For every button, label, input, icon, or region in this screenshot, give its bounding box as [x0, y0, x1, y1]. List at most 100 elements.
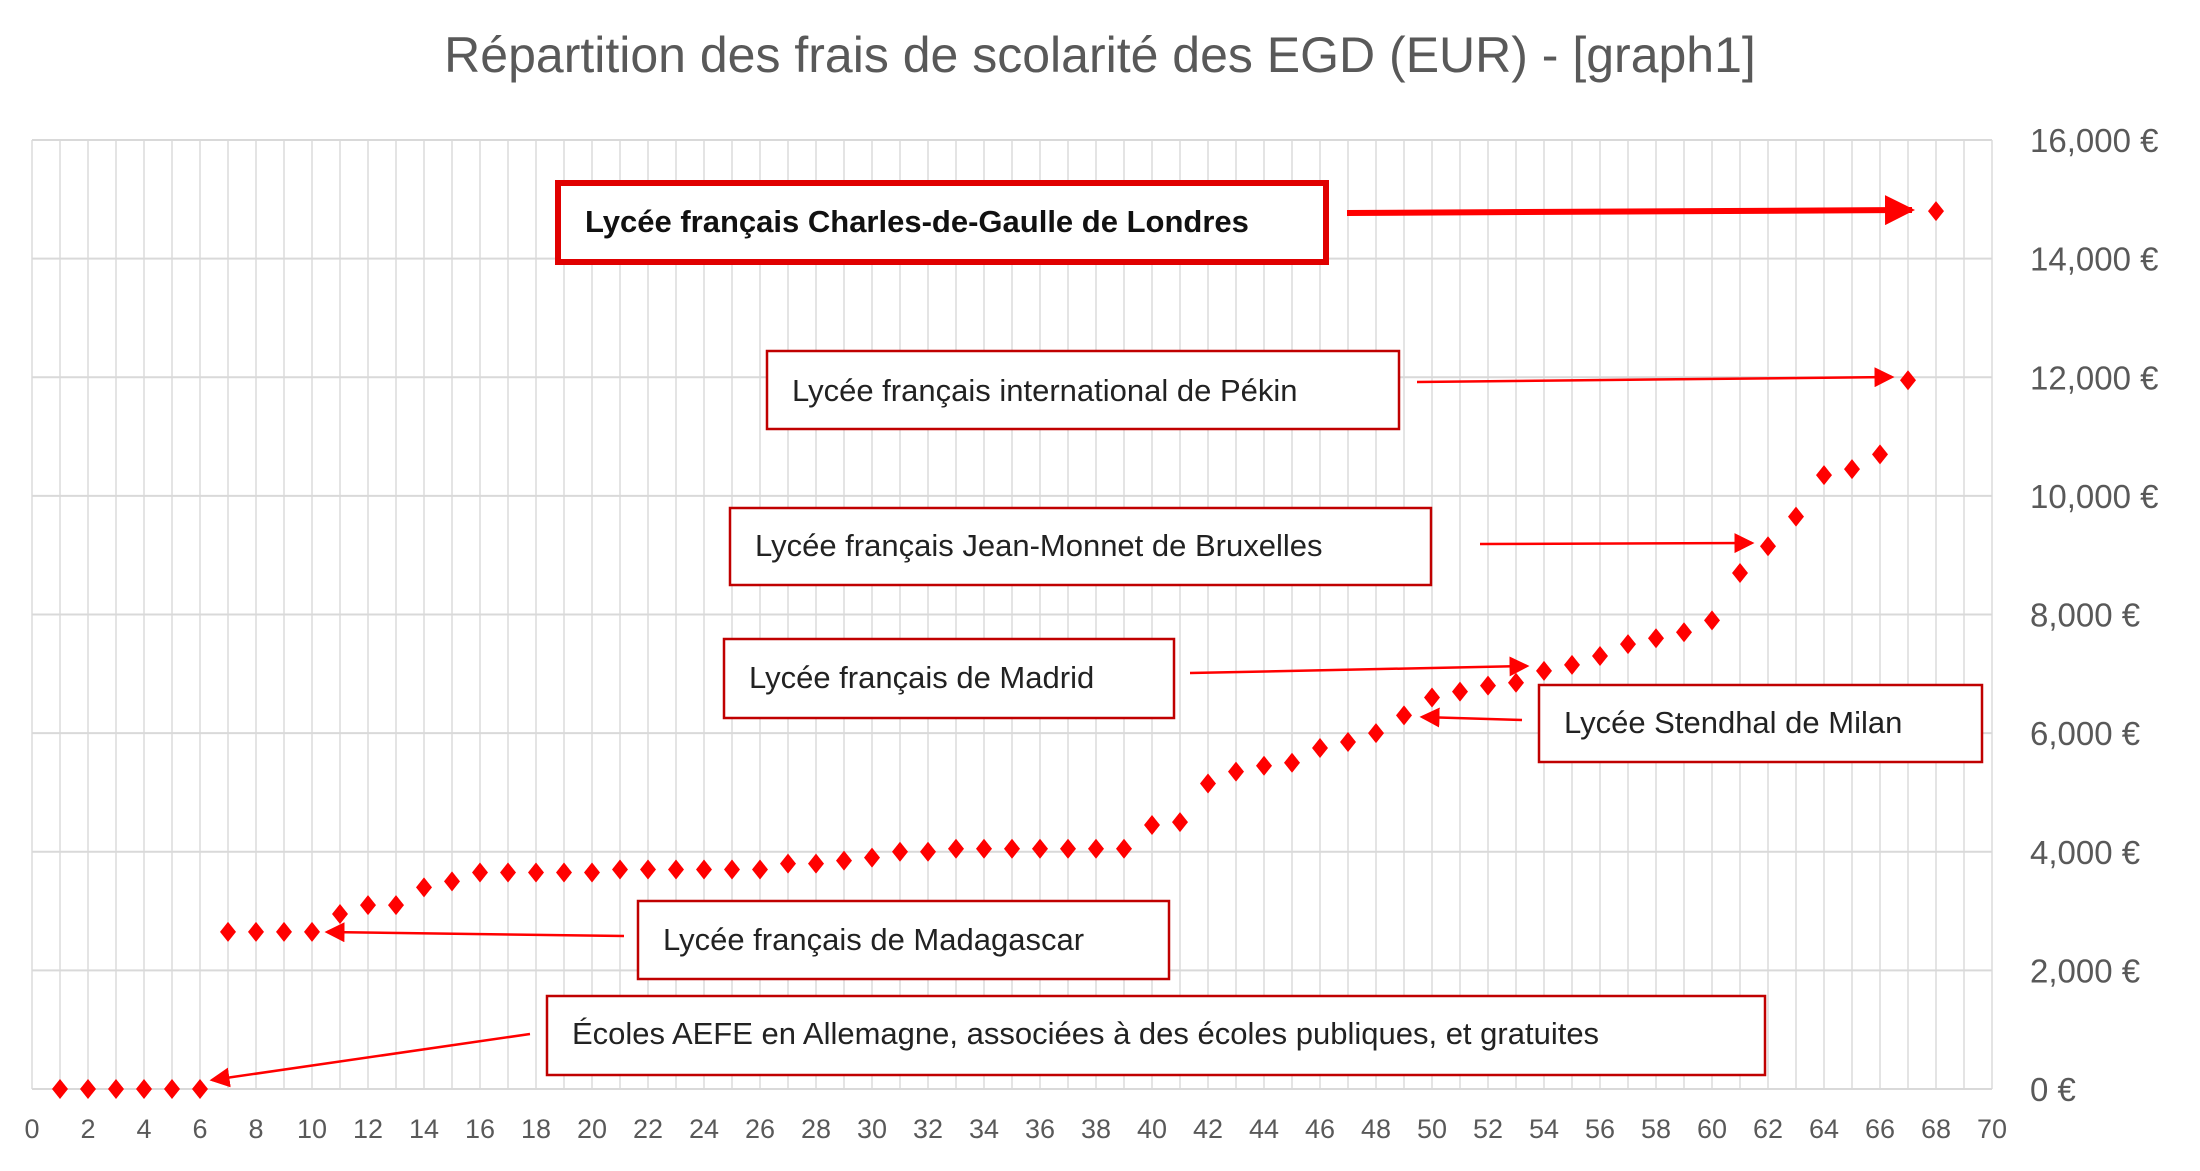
- x-tick-label: 28: [801, 1114, 831, 1144]
- data-point: [1116, 838, 1132, 859]
- x-tick-label: 50: [1417, 1114, 1447, 1144]
- x-tick-label: 48: [1361, 1114, 1391, 1144]
- y-tick-label: 14,000 €: [2030, 241, 2158, 278]
- data-point: [1060, 838, 1076, 859]
- x-tick-label: 70: [1977, 1114, 2007, 1144]
- data-point: [1872, 444, 1888, 465]
- data-point: [416, 877, 432, 898]
- data-point: [1172, 812, 1188, 833]
- x-tick-label: 16: [465, 1114, 495, 1144]
- data-point: [332, 904, 348, 925]
- data-point: [1424, 687, 1440, 708]
- annotation-arrow: [1419, 707, 1523, 728]
- data-point: [948, 838, 964, 859]
- annotation-label: Lycée Stendhal de Milan: [1564, 705, 1902, 740]
- data-point: [1676, 622, 1692, 643]
- data-point: [80, 1079, 96, 1099]
- x-tick-label: 2: [80, 1114, 95, 1144]
- y-axis-ticks: 0 € 2,000 € 4,000 € 6,000 € 8,000 € 10,000 € 1…: [2030, 122, 2158, 1108]
- annotation-label: Lycée français international de Pékin: [792, 373, 1298, 408]
- data-point: [1816, 465, 1832, 486]
- annotation-arrow: [1346, 195, 1915, 226]
- x-tick-label: 30: [857, 1114, 887, 1144]
- annotation-allemagne: Écoles AEFE en Allemagne, associées à de…: [209, 994, 1767, 1088]
- data-point: [724, 859, 740, 880]
- x-tick-label: 66: [1865, 1114, 1895, 1144]
- x-tick-label: 68: [1921, 1114, 1951, 1144]
- x-tick-label: 40: [1137, 1114, 1167, 1144]
- annotation-label: Lycée français de Madagascar: [663, 922, 1084, 957]
- data-point: [1900, 370, 1916, 391]
- data-point: [1200, 773, 1216, 794]
- data-point: [752, 859, 768, 880]
- data-point: [528, 862, 544, 883]
- data-point: [164, 1079, 180, 1099]
- y-tick-label: 2,000 €: [2030, 952, 2140, 989]
- data-point: [1312, 737, 1328, 758]
- x-tick-label: 46: [1305, 1114, 1335, 1144]
- data-point: [1508, 672, 1524, 693]
- y-tick-label: 10,000 €: [2030, 478, 2158, 515]
- data-point: [556, 862, 572, 883]
- data-point: [1592, 646, 1608, 667]
- data-point: [1284, 752, 1300, 773]
- annotation-arrow: [1479, 533, 1755, 554]
- data-point: [304, 921, 320, 942]
- data-point: [1340, 732, 1356, 753]
- data-point: [1648, 628, 1664, 649]
- data-point: [696, 859, 712, 880]
- data-point: [52, 1079, 68, 1099]
- data-point: [1732, 562, 1748, 583]
- data-point: [1760, 536, 1776, 557]
- x-tick-label: 62: [1753, 1114, 1783, 1144]
- x-tick-label: 14: [409, 1114, 439, 1144]
- x-tick-label: 58: [1641, 1114, 1671, 1144]
- annotation-madrid: Lycée français de Madrid: [722, 637, 1530, 720]
- annotation-label: Lycée français Charles-de-Gaulle de Lond…: [585, 204, 1249, 239]
- data-point: [1088, 838, 1104, 859]
- data-point: [584, 862, 600, 883]
- annotation-arrow: [1416, 367, 1895, 388]
- annotation-arrow: [1189, 656, 1530, 677]
- annotation-milan: Lycée Stendhal de Milan: [1419, 683, 1984, 764]
- data-point: [276, 921, 292, 942]
- data-point: [640, 859, 656, 880]
- annotation-label: Lycée français de Madrid: [749, 660, 1094, 695]
- x-tick-label: 52: [1473, 1114, 1503, 1144]
- data-point: [500, 862, 516, 883]
- data-point: [192, 1079, 208, 1099]
- x-tick-label: 64: [1809, 1114, 1839, 1144]
- data-point: [136, 1079, 152, 1099]
- data-point: [1564, 654, 1580, 675]
- data-point: [1788, 506, 1804, 527]
- chart-title: Répartition des frais de scolarité des E…: [444, 27, 1756, 83]
- data-point: [1396, 705, 1412, 726]
- data-point: [836, 850, 852, 871]
- y-tick-label: 8,000 €: [2030, 597, 2140, 634]
- x-tick-label: 34: [969, 1114, 999, 1144]
- data-point: [1844, 459, 1860, 480]
- x-tick-label: 36: [1025, 1114, 1055, 1144]
- x-tick-label: 8: [248, 1114, 263, 1144]
- x-tick-label: 12: [353, 1114, 383, 1144]
- x-tick-label: 42: [1193, 1114, 1223, 1144]
- data-point: [864, 847, 880, 868]
- data-point: [388, 895, 404, 916]
- data-points: [52, 201, 1944, 1099]
- data-point: [1228, 761, 1244, 782]
- annotation-madagascar: Lycée français de Madagascar: [324, 899, 1171, 981]
- data-point: [1480, 675, 1496, 696]
- x-tick-label: 56: [1585, 1114, 1615, 1144]
- annotation-label: Écoles AEFE en Allemagne, associées à de…: [572, 1016, 1599, 1051]
- x-tick-label: 44: [1249, 1114, 1279, 1144]
- data-point: [108, 1079, 124, 1099]
- data-point: [1032, 838, 1048, 859]
- y-tick-label: 12,000 €: [2030, 359, 2158, 396]
- data-point: [1620, 634, 1636, 655]
- data-point: [976, 838, 992, 859]
- data-point: [444, 871, 460, 892]
- x-tick-label: 10: [297, 1114, 327, 1144]
- y-tick-label: 0 €: [2030, 1071, 2076, 1108]
- annotation-pekin: Lycée français international de Pékin: [765, 349, 1895, 431]
